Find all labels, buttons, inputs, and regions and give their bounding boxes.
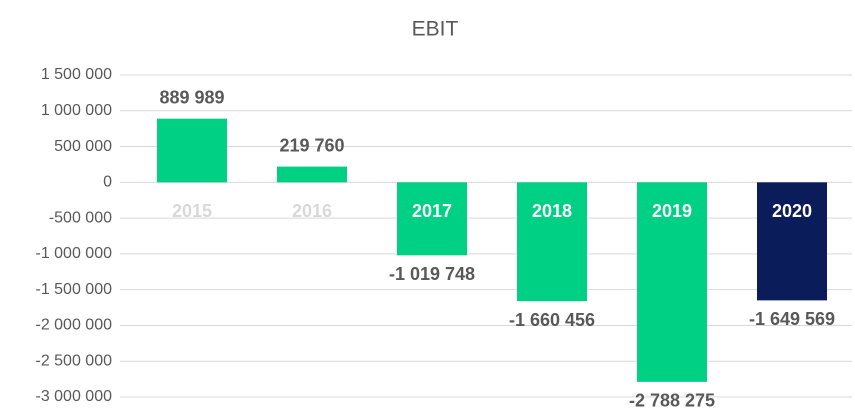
x-tick-label: 2017 (412, 201, 452, 221)
y-tick-label: -1 000 000 (35, 245, 112, 262)
data-label: 889 989 (159, 87, 224, 107)
data-label: -1 660 456 (509, 310, 595, 330)
data-label: -2 788 275 (629, 391, 715, 410)
x-tick-label: 2018 (532, 201, 572, 221)
y-tick-label: 0 (103, 174, 112, 191)
data-label: -1 019 748 (389, 264, 475, 284)
bar (517, 182, 587, 302)
y-tick-label: -3 000 000 (35, 388, 112, 405)
bar (157, 118, 227, 183)
bar (397, 182, 467, 256)
x-tick-label: 2019 (652, 201, 692, 221)
chart-title: EBIT (412, 18, 459, 41)
y-tick-label: 1 500 000 (41, 66, 112, 83)
x-tick-label: 2015 (172, 201, 212, 221)
data-label: 219 760 (279, 135, 344, 155)
bar (277, 166, 347, 183)
y-tick-label: -2 000 000 (35, 317, 112, 334)
y-tick-label: -500 000 (49, 209, 112, 226)
y-tick-label: -1 500 000 (35, 281, 112, 298)
y-tick-label: 500 000 (54, 138, 112, 155)
bar (757, 182, 827, 301)
y-tick-label: 1 000 000 (41, 102, 112, 119)
bar (637, 182, 707, 382)
x-tick-label: 2016 (292, 201, 332, 221)
data-label: -1 649 569 (749, 309, 835, 329)
x-tick-label: 2020 (772, 201, 812, 221)
y-tick-label: -2 500 000 (35, 352, 112, 369)
